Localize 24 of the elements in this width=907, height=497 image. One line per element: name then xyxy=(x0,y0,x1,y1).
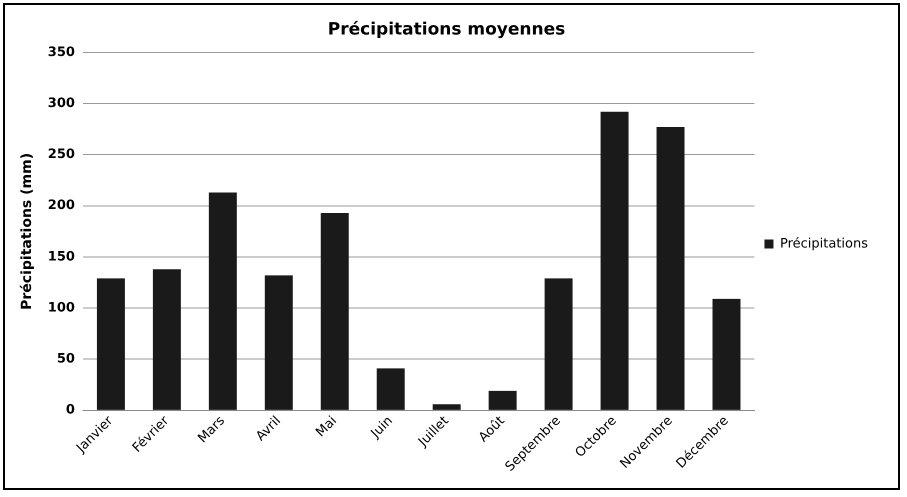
bar xyxy=(264,275,293,410)
bar xyxy=(544,278,573,410)
bar xyxy=(432,404,461,410)
y-tick-label: 150 xyxy=(48,249,75,264)
bar xyxy=(656,127,685,410)
y-tick-label: 0 xyxy=(66,402,75,418)
bar xyxy=(208,192,237,410)
bar xyxy=(488,390,517,410)
bar xyxy=(320,212,349,410)
bar xyxy=(712,298,740,410)
chart-title: Précipitations moyennes xyxy=(328,20,566,40)
bar xyxy=(96,278,125,410)
y-tick-label: 100 xyxy=(48,300,75,316)
y-tick-label: 300 xyxy=(48,96,75,111)
bar xyxy=(600,112,629,410)
legend-label: Précipitations xyxy=(780,236,868,252)
y-tick-label: 250 xyxy=(48,147,75,162)
y-tick-label: 50 xyxy=(56,352,75,367)
y-tick-label: 350 xyxy=(48,44,75,60)
y-tick-label: 200 xyxy=(48,198,75,214)
bar xyxy=(376,368,405,410)
x-tick-label: Mai xyxy=(313,413,340,440)
y-axis-title: Précipitations (mm) xyxy=(19,152,36,310)
bar xyxy=(152,269,181,410)
